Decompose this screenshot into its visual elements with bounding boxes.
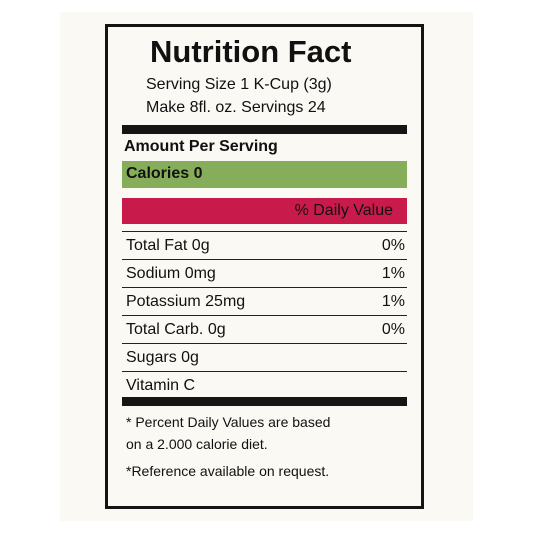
nutrient-percent: 0% — [381, 237, 405, 254]
daily-value-header-row: % Daily Value — [122, 198, 407, 224]
nutrient-name: Total Fat 0g — [126, 237, 210, 254]
nutrient-percent: 1% — [381, 265, 405, 282]
servings-per-container: Make 8fl. oz. Servings 24 — [146, 99, 326, 116]
nutrient-row-sodium: Sodium 0mg 1% — [122, 260, 407, 288]
nutrient-percent: 1% — [381, 293, 405, 310]
nutrient-row-potassium: Potassium 25mg 1% — [122, 288, 407, 316]
nutrient-row-sugars: Sugars 0g — [122, 344, 407, 372]
nutrient-row-vitamin-c: Vitamin C — [122, 372, 407, 400]
nutrient-name: Total Carb. 0g — [126, 321, 226, 338]
footnote-daily-values-line1: * Percent Daily Values are based — [126, 414, 331, 430]
nutrition-facts-label: Nutrition Fact Serving Size 1 K-Cup (3g)… — [105, 24, 424, 509]
amount-per-serving: Amount Per Serving — [124, 138, 278, 155]
nutrient-name: Potassium 25mg — [126, 293, 246, 310]
nutrient-percent: 0% — [381, 321, 405, 338]
nutrient-row-total-carb: Total Carb. 0g 0% — [122, 316, 407, 344]
daily-value-header: % Daily Value — [294, 202, 393, 219]
thick-divider-bottom — [122, 397, 407, 406]
row-divider — [122, 231, 407, 232]
label-title: Nutrition Fact — [150, 34, 352, 69]
calories-text: Calories 0 — [126, 165, 203, 182]
footnote-reference: *Reference available on request. — [126, 463, 330, 479]
calories-row: Calories 0 — [122, 161, 407, 188]
nutrient-name: Vitamin C — [126, 377, 196, 394]
footnote-daily-values-line2: on a 2.000 calorie diet. — [126, 436, 268, 452]
serving-size: Serving Size 1 K-Cup (3g) — [146, 76, 332, 93]
nutrient-row-total-fat: Total Fat 0g 0% — [122, 232, 407, 260]
nutrient-name: Sodium 0mg — [126, 265, 216, 282]
thick-divider-top — [122, 125, 407, 134]
nutrient-name: Sugars 0g — [126, 349, 199, 366]
